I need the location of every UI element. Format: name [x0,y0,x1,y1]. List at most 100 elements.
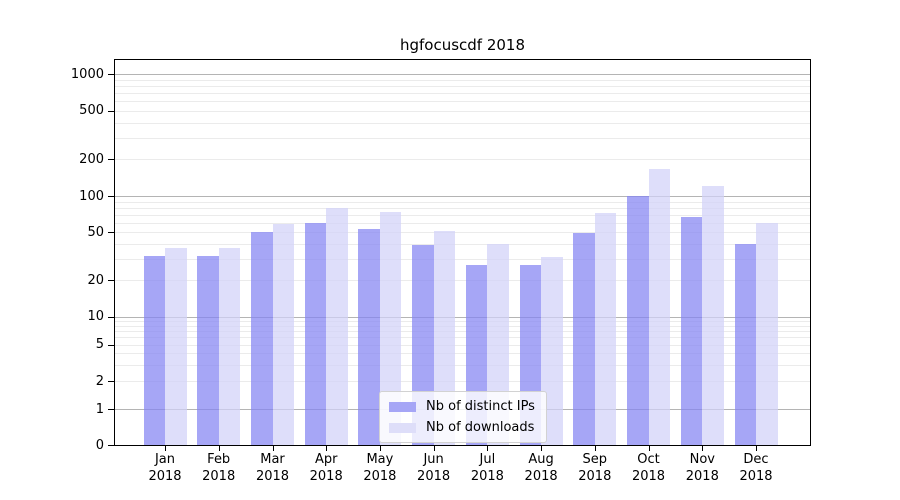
x-tick-month: Jul [479,452,496,467]
legend-item: Nb of downloads [389,419,535,436]
bar-downloads-nov [702,185,724,445]
x-tick-label-oct: Oct 2018 [617,451,681,485]
x-tick-month: Feb [207,452,231,467]
bar-distinct-ips-sep [573,233,595,445]
x-tick-mark [702,446,704,451]
y-tick-label: 2 [95,373,104,389]
bar-distinct-ips-apr [304,222,327,445]
x-tick-mark [487,446,489,451]
y-tick-mark [108,445,115,446]
y-tick-mark [108,344,115,346]
x-tick-year: 2018 [470,469,504,484]
minor-gridline [115,222,810,224]
legend-swatch [389,422,416,433]
minor-gridline [115,331,810,332]
x-tick-month: Oct [637,452,660,467]
bar-downloads-jan [165,248,187,445]
y-tick-mark [108,409,115,410]
y-tick-mark [108,232,115,234]
x-tick-label-aug: Aug 2018 [509,451,573,485]
minor-gridline [115,201,810,203]
y-axis-labels: 0 1 2 5 10 20 50 100 200 500 1000 [0,60,104,453]
y-tick-mark [108,159,115,161]
minor-gridline [115,214,810,216]
x-tick-mark [218,446,220,451]
x-tick-label-feb: Feb 2018 [187,451,251,485]
minor-gridline [115,159,810,161]
x-tick-year: 2018 [739,469,773,484]
y-tick-label: 200 [79,151,104,167]
minor-gridline [115,259,810,261]
bar-downloads-may [379,211,402,445]
minor-gridline [115,337,810,339]
y-tick-mark [108,74,115,75]
x-tick-month: Sep [582,452,608,467]
bar-distinct-ips-mar [251,232,273,445]
major-gridline [115,196,810,197]
y-tick-mark [108,280,115,282]
legend-label: Nb of distinct IPs [426,399,535,414]
x-tick-month: Jun [423,452,444,467]
y-tick-label: 50 [87,224,104,240]
x-tick-year: 2018 [363,469,397,484]
minor-gridline [115,122,810,124]
minor-gridline [115,232,810,234]
x-tick-mark [648,446,650,451]
x-tick-mark [165,446,166,451]
x-tick-month: May [366,452,394,467]
x-tick-month: Mar [260,452,285,467]
bar-distinct-ips-dec [734,244,756,445]
x-tick-mark [326,446,328,451]
x-tick-year: 2018 [631,469,666,484]
x-tick-mark [272,446,274,451]
major-gridline [115,74,810,75]
minor-gridline [115,320,810,322]
x-tick-month: Nov [689,452,715,467]
minor-gridline [115,110,810,112]
x-tick-year: 2018 [148,469,182,484]
minor-gridline [115,85,810,87]
x-tick-month: Jan [154,452,176,467]
bar-distinct-ips-may [358,229,380,445]
plot-area: Nb of distinct IPs Nb of downloads [114,59,811,446]
bar-distinct-ips-feb [197,255,219,445]
legend: Nb of distinct IPs Nb of downloads [379,391,547,443]
x-tick-label-sep: Sep 2018 [563,451,627,485]
y-tick-mark [108,196,115,197]
legend-swatch [389,401,416,412]
x-tick-label-may: May 2018 [348,451,412,485]
x-tick-year: 2018 [417,469,451,484]
y-tick-mark [108,316,115,318]
bar-downloads-sep [594,212,617,445]
minor-gridline [115,137,810,139]
y-tick-label: 10 [87,309,104,325]
y-tick-label: 20 [87,272,104,288]
legend-label: Nb of downloads [426,420,535,435]
x-tick-year: 2018 [685,469,719,484]
minor-gridline [115,92,810,94]
bar-downloads-mar [272,223,294,445]
x-tick-month: Apr [314,452,338,467]
x-tick-mark [379,446,381,451]
minor-gridline [115,280,810,282]
minor-gridline [115,101,810,103]
bar-downloads-feb [218,248,241,445]
y-tick-mark [108,110,115,112]
x-tick-label-apr: Apr 2018 [294,451,358,485]
x-tick-label-nov: Nov 2018 [670,451,734,485]
minor-gridline [115,325,810,327]
x-tick-label-mar: Mar 2018 [241,451,305,485]
x-tick-label-jul: Jul 2018 [455,451,519,485]
minor-gridline [115,207,810,209]
x-tick-label-dec: Dec 2018 [724,451,788,485]
minor-gridline [115,244,810,245]
y-tick-label: 1000 [70,66,104,82]
y-tick-mark [108,381,115,383]
bar-downloads-oct [648,168,670,445]
major-gridline [115,316,810,318]
x-tick-mark [594,446,596,451]
minor-gridline [115,353,810,355]
minor-gridline [115,344,810,346]
x-tick-month: Aug [528,452,554,467]
x-tick-year: 2018 [255,469,290,484]
